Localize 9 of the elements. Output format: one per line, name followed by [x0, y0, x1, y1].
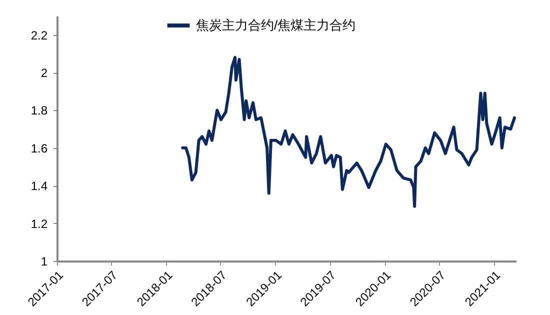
y-tick-label: 1.8	[30, 104, 48, 118]
y-tick-label: 2.2	[30, 28, 48, 42]
y-tick-label: 1.4	[30, 179, 48, 194]
legend-label: 焦炭主力合约/焦煤主力合约	[196, 18, 356, 32]
y-tick-label: 1.6	[30, 141, 48, 156]
y-tick-label: 2	[40, 66, 48, 80]
y-tick-label: 1	[40, 254, 48, 268]
line-series	[181, 56, 516, 208]
y-tick-label: 1.2	[30, 216, 48, 231]
